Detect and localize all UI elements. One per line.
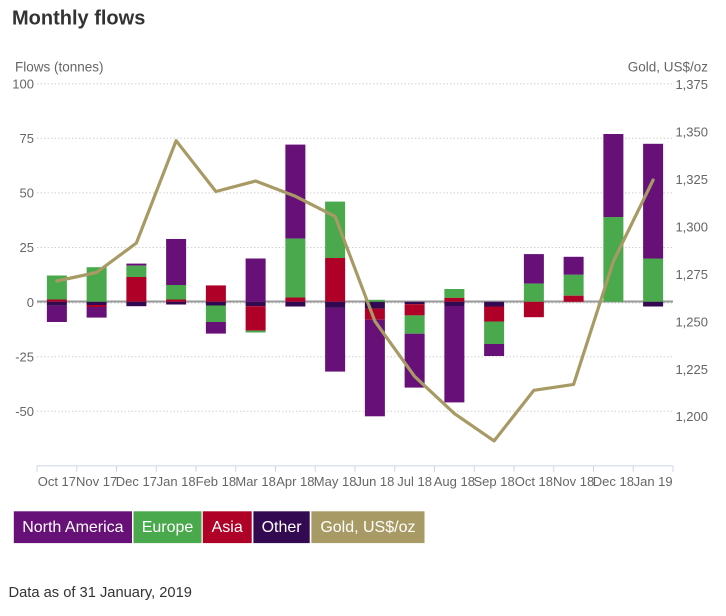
svg-text:Europe: Europe: [142, 519, 194, 536]
svg-text:0: 0: [27, 295, 34, 310]
svg-text:Data as of 31 January, 2019: Data as of 31 January, 2019: [9, 585, 192, 601]
svg-text:Gold, US$/oz: Gold, US$/oz: [628, 60, 709, 75]
svg-text:May 18: May 18: [314, 474, 357, 489]
svg-text:Jun 18: Jun 18: [355, 474, 394, 489]
svg-text:100: 100: [12, 76, 34, 91]
svg-text:Dec 17: Dec 17: [116, 474, 157, 489]
svg-text:1,225: 1,225: [675, 362, 708, 377]
svg-text:75: 75: [20, 131, 34, 146]
svg-text:Feb 18: Feb 18: [196, 474, 236, 489]
svg-text:Dec 18: Dec 18: [593, 474, 634, 489]
svg-text:Aug 18: Aug 18: [434, 474, 475, 489]
svg-text:Nov 17: Nov 17: [76, 474, 117, 489]
svg-text:Jan 19: Jan 19: [634, 474, 673, 489]
svg-text:50: 50: [20, 186, 34, 201]
svg-text:Sep 18: Sep 18: [474, 474, 515, 489]
svg-text:Asia: Asia: [212, 519, 243, 536]
svg-text:North America: North America: [22, 519, 123, 536]
svg-text:-25: -25: [15, 349, 34, 364]
svg-text:Oct 18: Oct 18: [515, 474, 553, 489]
svg-text:1,325: 1,325: [675, 172, 708, 187]
svg-text:25: 25: [20, 240, 34, 255]
svg-text:1,300: 1,300: [675, 219, 708, 234]
svg-text:Flows (tonnes): Flows (tonnes): [15, 60, 104, 75]
svg-text:Other: Other: [262, 519, 303, 536]
svg-text:-50: -50: [15, 404, 34, 419]
svg-text:Jan 18: Jan 18: [157, 474, 196, 489]
svg-text:Jul 18: Jul 18: [397, 474, 432, 489]
svg-text:Monthly flows: Monthly flows: [12, 7, 145, 29]
svg-text:Apr 18: Apr 18: [276, 474, 314, 489]
svg-text:Nov 18: Nov 18: [553, 474, 594, 489]
svg-text:Gold, US$/oz: Gold, US$/oz: [320, 519, 415, 536]
svg-text:1,250: 1,250: [675, 314, 708, 329]
svg-text:Oct 17: Oct 17: [38, 474, 76, 489]
svg-text:Mar 18: Mar 18: [235, 474, 275, 489]
svg-text:1,200: 1,200: [675, 409, 708, 424]
svg-text:1,350: 1,350: [675, 125, 708, 140]
svg-text:1,375: 1,375: [675, 77, 708, 92]
svg-text:1,275: 1,275: [675, 267, 708, 282]
